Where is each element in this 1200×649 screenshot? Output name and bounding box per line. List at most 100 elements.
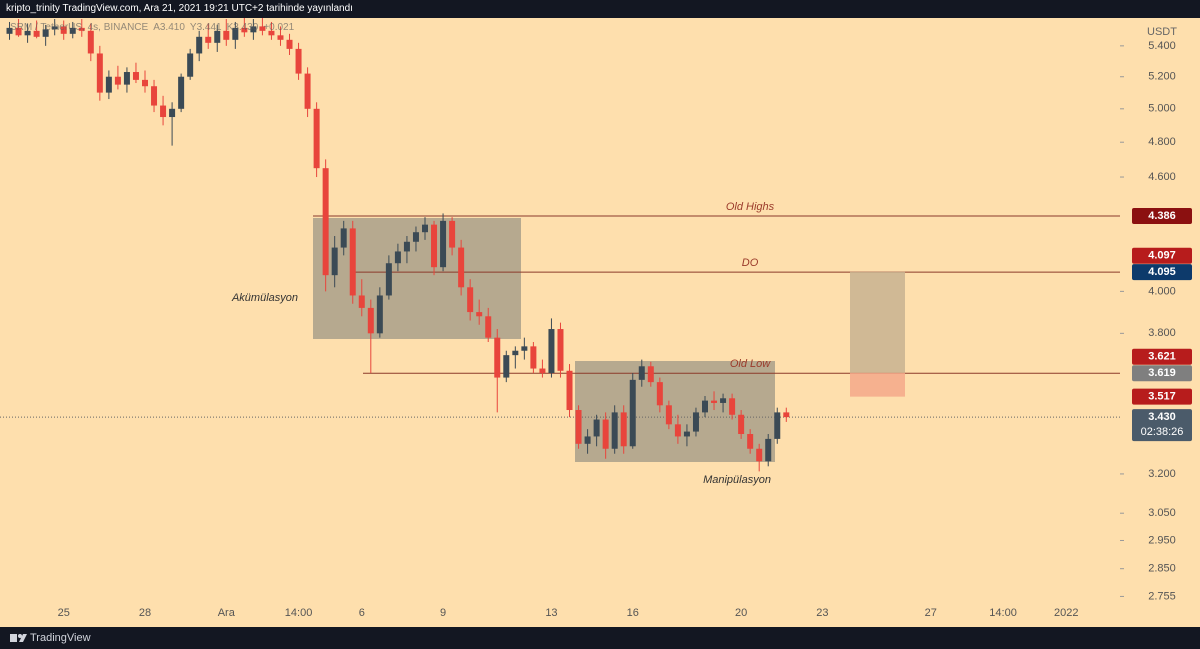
brand: TradingView <box>30 632 91 644</box>
candle-body <box>114 76 121 85</box>
candle-body <box>259 26 266 31</box>
candle-body <box>738 414 745 435</box>
candle-body <box>431 224 438 268</box>
candles <box>0 18 1120 472</box>
candle-body <box>476 312 483 317</box>
candle-body <box>485 316 492 338</box>
current-price-label: 3.430 <box>1148 411 1176 423</box>
price-tag-label: 3.621 <box>1148 351 1176 363</box>
candle-body <box>566 370 573 411</box>
candle-body <box>575 410 582 444</box>
price-tag-label: 3.517 <box>1148 391 1176 403</box>
candle-body <box>78 27 85 31</box>
candle-body <box>349 228 356 296</box>
candle-body <box>187 53 194 77</box>
price-tag-label: 4.095 <box>1148 266 1176 278</box>
x-tick-label: 2022 <box>1054 607 1078 619</box>
candle-body <box>702 400 708 413</box>
candle-body <box>178 76 185 109</box>
y-tick-label: 3.200 <box>1148 468 1176 480</box>
price-tag <box>1132 247 1192 264</box>
note: Akümülasyon <box>231 292 298 304</box>
candle-body <box>783 412 790 418</box>
y-tick-label: 4.000 <box>1148 285 1176 297</box>
candle-body <box>24 30 31 36</box>
candle-body <box>765 438 772 462</box>
candle-body <box>142 79 148 87</box>
y-tick-label: 4.800 <box>1148 136 1176 148</box>
candle-body <box>638 366 645 380</box>
stop-zone <box>850 372 905 397</box>
price-tag-label: 4.097 <box>1148 250 1176 262</box>
x-tick-label: 25 <box>58 607 70 619</box>
candle-body <box>602 419 609 449</box>
candle-body <box>322 168 329 276</box>
candle-body <box>412 232 419 242</box>
candle-body <box>160 105 167 118</box>
current-price-tag <box>1132 409 1192 442</box>
candle-body <box>539 368 546 374</box>
candle-body <box>33 30 40 37</box>
candle-body <box>96 53 103 93</box>
legend-item: SRM / TetherUS, 4s, BINANCE <box>10 22 149 33</box>
candle-body <box>683 431 690 437</box>
candle-body <box>358 295 365 308</box>
candle-body <box>503 355 510 378</box>
price-tag <box>1132 365 1192 382</box>
note: Manipülasyon <box>703 474 771 486</box>
candle-body <box>223 30 230 40</box>
candle-body <box>548 329 555 374</box>
candle-body <box>105 76 112 93</box>
x-tick-label: 6 <box>359 607 365 619</box>
candle-body <box>196 36 203 54</box>
candle-body <box>656 382 663 406</box>
candle-body <box>340 228 347 248</box>
candle-body <box>69 27 76 34</box>
candle-body <box>674 424 681 437</box>
y-tick-label: 2.755 <box>1148 590 1176 602</box>
candle-body <box>6 27 13 34</box>
candle-body <box>403 241 410 252</box>
candle-body <box>51 26 58 30</box>
candle-body <box>440 220 447 268</box>
y-tick-label: 3.800 <box>1148 327 1176 339</box>
candle-body <box>87 30 94 54</box>
x-tick-label: 9 <box>440 607 446 619</box>
candle-body <box>169 108 176 118</box>
legend-item: A3.410 <box>153 22 185 33</box>
candle-body <box>268 30 275 36</box>
candle-body <box>458 247 465 288</box>
candle-body <box>422 224 428 233</box>
price-tag <box>1132 208 1192 225</box>
candle-body <box>394 251 401 264</box>
y-tick-label: 3.050 <box>1148 507 1176 519</box>
candle-body <box>647 366 654 383</box>
x-tick-label: 20 <box>735 607 747 619</box>
candle-body <box>593 419 600 437</box>
brand-bar: TradingView <box>0 627 1200 649</box>
candle-body <box>449 220 456 248</box>
candle-body <box>521 346 528 351</box>
legend-item: Y3.441 <box>189 22 222 33</box>
x-tick-label: Ara <box>218 607 236 619</box>
candle-body <box>123 72 130 85</box>
candle-body <box>729 398 736 415</box>
legend-item: K3.430 <box>226 22 259 33</box>
candle-body <box>756 448 763 462</box>
x-tick-label: 27 <box>925 607 937 619</box>
candle-body <box>467 287 474 313</box>
candle-body <box>620 412 627 447</box>
y-tick-label: 2.950 <box>1148 534 1176 546</box>
candle-body <box>151 86 158 106</box>
publish-bar: kripto_trinity TradingView.com, Ara 21, … <box>0 0 1200 18</box>
level-label: Old Highs <box>726 201 775 213</box>
price-tag <box>1132 264 1192 281</box>
x-tick-label: 13 <box>545 607 557 619</box>
candle-body <box>205 36 212 43</box>
y-tick-label: 2.850 <box>1148 563 1176 575</box>
candle-body <box>132 72 139 80</box>
candle-body <box>313 108 320 169</box>
candle-body <box>720 398 727 403</box>
candle-body <box>665 405 672 425</box>
